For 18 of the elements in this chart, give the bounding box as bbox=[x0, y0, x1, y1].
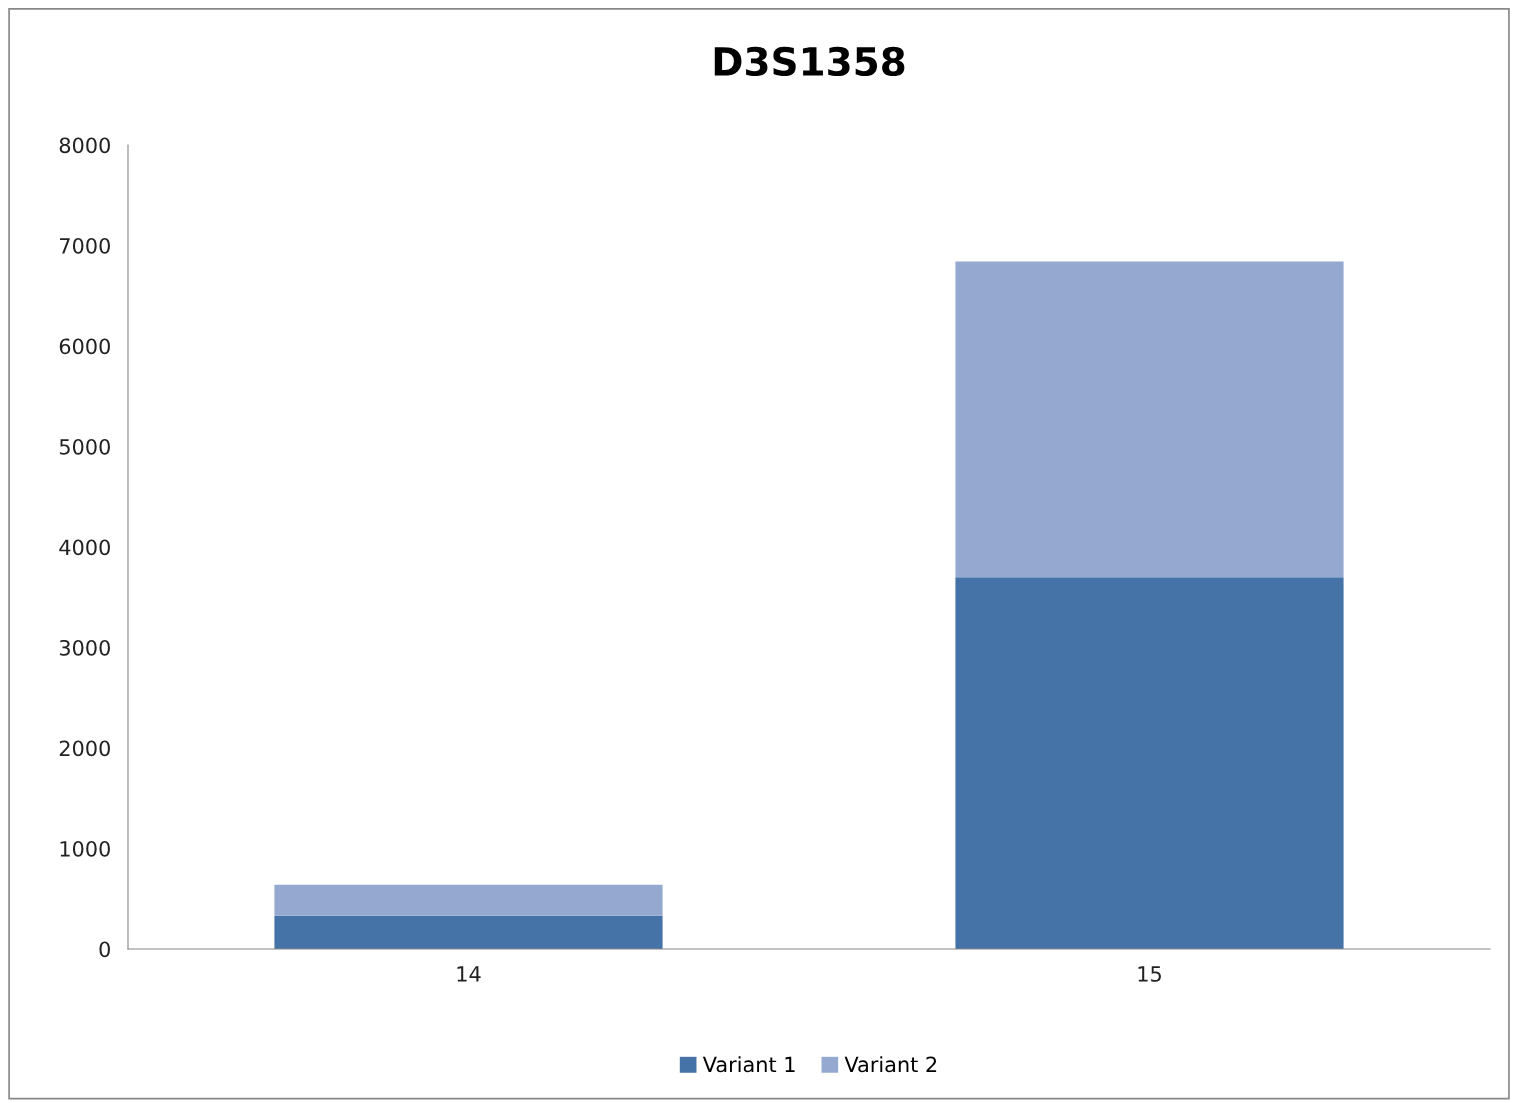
chart-title: D3S1358 bbox=[714, 46, 905, 77]
legend-label: Variant 2 bbox=[844, 1056, 937, 1073]
y-tick-label: 3000 bbox=[59, 639, 110, 656]
x-tick-label: 14 bbox=[457, 966, 481, 982]
bar bbox=[274, 915, 663, 949]
y-tick-label: 5000 bbox=[59, 438, 110, 455]
y-tick-label: 8000 bbox=[59, 137, 110, 154]
y-tick-label: 2000 bbox=[59, 740, 110, 757]
y-tick-label: 0 bbox=[99, 941, 110, 958]
bar bbox=[955, 261, 1344, 578]
y-tick-label: 1000 bbox=[60, 840, 110, 857]
legend-label: Variant 1 bbox=[702, 1056, 795, 1073]
y-tick-label: 7000 bbox=[60, 237, 110, 254]
y-tick-label: 6000 bbox=[59, 338, 110, 355]
y-tick-label: 4000 bbox=[59, 539, 110, 556]
bar bbox=[274, 884, 663, 916]
x-tick-label: 15 bbox=[1138, 966, 1161, 982]
bar bbox=[955, 577, 1344, 949]
